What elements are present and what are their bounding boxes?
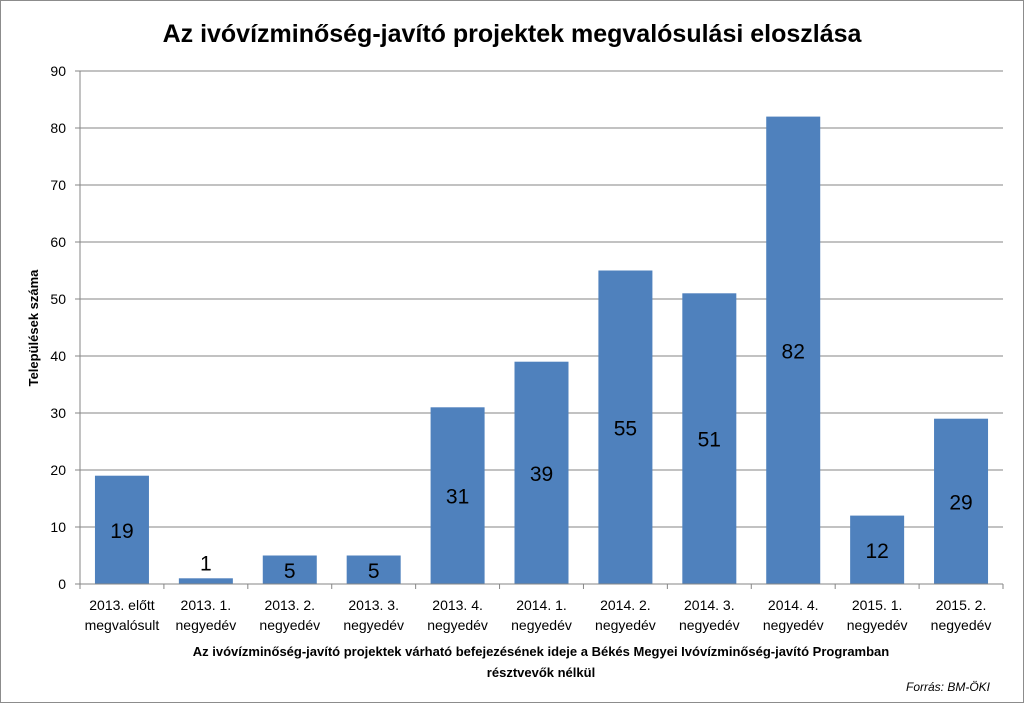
- data-label: 19: [110, 520, 133, 543]
- bar: [346, 555, 401, 584]
- x-tick-label: 2013. 1.: [181, 597, 232, 613]
- y-axis-tick-labels: 0 10 20 30 40 50 60 70 80 90: [50, 63, 66, 592]
- x-tick-label: megvalósult: [85, 617, 160, 633]
- x-tick-label: 2013. 3.: [348, 597, 399, 613]
- data-label: 51: [698, 429, 721, 452]
- x-tick-label: negyedév: [679, 617, 740, 633]
- data-label: 31: [446, 486, 469, 509]
- x-axis-label-line-2: résztvevők nélkül: [487, 665, 595, 680]
- x-tick-label: negyedév: [511, 617, 572, 633]
- bar: [934, 418, 989, 584]
- bar: [766, 116, 821, 584]
- x-tick-label: negyedév: [427, 617, 488, 633]
- axes: [75, 70, 1004, 589]
- x-tick-label: 2014. 2.: [600, 597, 651, 613]
- data-label: 82: [782, 340, 805, 363]
- x-tick-label: 2014. 3.: [684, 597, 735, 613]
- y-tick-label: 50: [50, 291, 66, 307]
- y-tick-label: 70: [50, 177, 66, 193]
- bar: [514, 361, 569, 584]
- y-axis-label: Települések száma: [26, 269, 41, 387]
- x-tick-label: 2014. 1.: [516, 597, 567, 613]
- data-label: 1: [200, 552, 212, 575]
- x-axis-label-line-1: Az ivóvízminőség-javító projektek várhat…: [193, 644, 890, 659]
- x-tick-label: negyedév: [595, 617, 656, 633]
- source-note: Forrás: BM-ÖKI: [906, 680, 991, 694]
- data-label: 39: [530, 463, 553, 486]
- bar: [178, 578, 233, 584]
- bar: [262, 555, 317, 584]
- x-tick-label: 2013. 2.: [264, 597, 315, 613]
- x-axis-tick-labels: 2013. előtt megvalósult 2013. 1. negyedév 20…: [85, 597, 992, 633]
- data-label: 55: [614, 417, 637, 440]
- bar: [94, 475, 149, 584]
- x-tick-label: negyedév: [343, 617, 404, 633]
- bar: [430, 407, 485, 584]
- data-label: 5: [284, 560, 296, 583]
- x-tick-label: negyedév: [763, 617, 824, 633]
- y-tick-label: 20: [50, 462, 66, 478]
- bar: [850, 515, 905, 584]
- x-tick-label: 2013. 4.: [432, 597, 483, 613]
- y-tick-label: 30: [50, 405, 66, 421]
- x-tick-label: negyedév: [847, 617, 908, 633]
- x-tick-label: negyedév: [176, 617, 237, 633]
- bars: [94, 116, 989, 584]
- bar: [682, 293, 737, 584]
- x-tick-label: 2014. 4.: [768, 597, 819, 613]
- chart-title: Az ivóvízminőség-javító projektek megval…: [163, 20, 863, 48]
- y-tick-label: 80: [50, 120, 66, 136]
- y-tick-label: 60: [50, 234, 66, 250]
- x-tick-label: 2013. előtt: [89, 597, 154, 613]
- data-label: 12: [865, 540, 888, 563]
- data-label: 29: [949, 491, 972, 514]
- y-tick-label: 0: [58, 576, 66, 592]
- x-tick-label: negyedév: [259, 617, 320, 633]
- x-tick-label: 2015. 1.: [852, 597, 903, 613]
- x-tick-label: 2015. 2.: [936, 597, 987, 613]
- x-tick-label: negyedév: [931, 617, 992, 633]
- y-tick-label: 10: [50, 519, 66, 535]
- data-label: 5: [368, 560, 380, 583]
- y-tick-label: 40: [50, 348, 66, 364]
- bar: [598, 270, 653, 584]
- gridlines: [80, 70, 1003, 528]
- y-tick-label: 90: [50, 63, 66, 79]
